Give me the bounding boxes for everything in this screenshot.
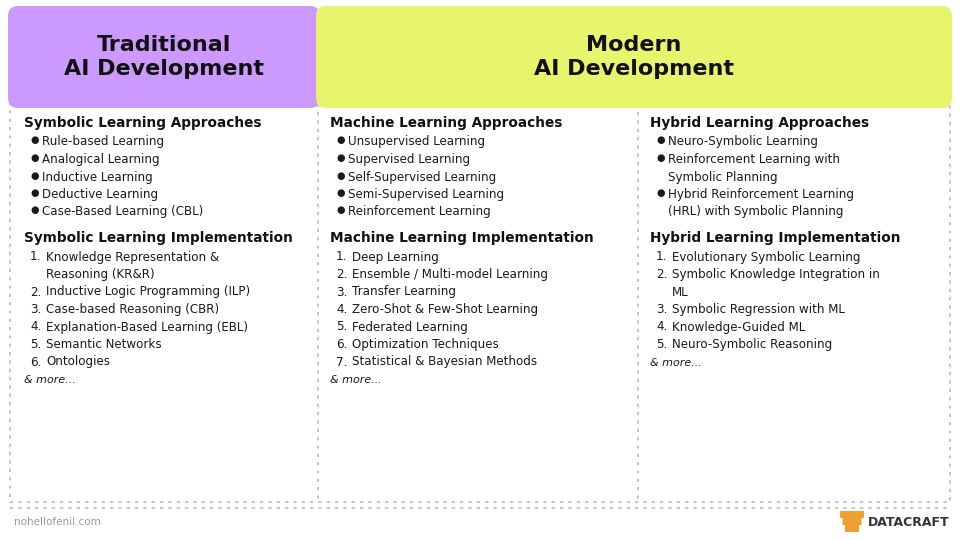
Text: Machine Learning Approaches: Machine Learning Approaches [330,116,563,130]
Text: Neuro-Symbolic Reasoning: Neuro-Symbolic Reasoning [672,338,832,351]
Text: Inductive Learning: Inductive Learning [42,171,153,184]
Text: Supervised Learning: Supervised Learning [348,153,470,166]
Text: Symbolic Knowledge Integration in: Symbolic Knowledge Integration in [672,268,880,281]
Text: Federated Learning: Federated Learning [352,321,468,334]
Text: 6.: 6. [30,355,41,368]
Text: ●: ● [336,206,345,215]
Text: 3.: 3. [656,303,667,316]
Text: Statistical & Bayesian Methods: Statistical & Bayesian Methods [352,355,538,368]
Text: ●: ● [336,171,345,180]
Text: ●: ● [656,136,664,145]
Text: DATACRAFT: DATACRAFT [868,516,949,529]
Text: Rule-based Learning: Rule-based Learning [42,136,164,148]
FancyBboxPatch shape [316,6,952,108]
Text: Hybrid Learning Implementation: Hybrid Learning Implementation [650,231,900,245]
Text: 2.: 2. [336,268,348,281]
Text: ●: ● [336,188,345,198]
Text: 3.: 3. [30,303,41,316]
Text: 3.: 3. [336,286,348,299]
Text: Ontologies: Ontologies [46,355,110,368]
Text: Case-based Reasoning (CBR): Case-based Reasoning (CBR) [46,303,219,316]
Text: Inductive Logic Programming (ILP): Inductive Logic Programming (ILP) [46,286,251,299]
Text: Explanation-Based Learning (EBL): Explanation-Based Learning (EBL) [46,321,248,334]
Text: Reasoning (KR&R): Reasoning (KR&R) [46,268,155,281]
Text: 1.: 1. [656,251,667,264]
Text: Case-Based Learning (CBL): Case-Based Learning (CBL) [42,206,204,219]
Text: nohellofenil.com: nohellofenil.com [14,517,101,527]
Text: Self-Supervised Learning: Self-Supervised Learning [348,171,496,184]
Text: ●: ● [656,188,664,198]
Text: Semi-Supervised Learning: Semi-Supervised Learning [348,188,504,201]
Text: 6.: 6. [336,338,348,351]
Text: (HRL) with Symbolic Planning: (HRL) with Symbolic Planning [668,206,844,219]
Text: Symbolic Regression with ML: Symbolic Regression with ML [672,303,845,316]
Text: & more...: & more... [330,375,382,385]
Text: Neuro-Symbolic Learning: Neuro-Symbolic Learning [668,136,818,148]
Text: Zero-Shot & Few-Shot Learning: Zero-Shot & Few-Shot Learning [352,303,539,316]
Text: 5.: 5. [30,338,41,351]
Text: Hybrid Reinforcement Learning: Hybrid Reinforcement Learning [668,188,854,201]
Text: 4.: 4. [336,303,348,316]
Text: 2.: 2. [30,286,41,299]
Text: Analogical Learning: Analogical Learning [42,153,159,166]
FancyBboxPatch shape [845,525,859,532]
Text: Traditional
AI Development: Traditional AI Development [64,35,264,79]
Text: Knowledge-Guided ML: Knowledge-Guided ML [672,321,805,334]
Text: 5.: 5. [336,321,348,334]
Text: 1.: 1. [336,251,348,264]
Text: Optimization Techniques: Optimization Techniques [352,338,499,351]
Text: Unsupervised Learning: Unsupervised Learning [348,136,485,148]
Text: Knowledge Representation &: Knowledge Representation & [46,251,219,264]
Text: Deep Learning: Deep Learning [352,251,439,264]
Text: 7.: 7. [336,355,348,368]
Text: Reinforcement Learning: Reinforcement Learning [348,206,491,219]
Text: 4.: 4. [656,321,667,334]
Text: ●: ● [30,136,38,145]
Text: Modern
AI Development: Modern AI Development [534,35,734,79]
Text: 4.: 4. [30,321,41,334]
Text: Reinforcement Learning with: Reinforcement Learning with [668,153,840,166]
Text: Semantic Networks: Semantic Networks [46,338,161,351]
FancyBboxPatch shape [840,511,864,518]
Text: Transfer Learning: Transfer Learning [352,286,456,299]
Text: ●: ● [30,206,38,215]
Text: ●: ● [30,188,38,198]
Text: & more...: & more... [650,357,702,368]
Text: ●: ● [336,153,345,163]
Text: 1.: 1. [30,251,41,264]
Text: ●: ● [336,136,345,145]
Text: Deductive Learning: Deductive Learning [42,188,158,201]
Text: Evolutionary Symbolic Learning: Evolutionary Symbolic Learning [672,251,860,264]
Text: & more...: & more... [24,375,76,385]
Text: Symbolic Learning Implementation: Symbolic Learning Implementation [24,231,293,245]
Text: 2.: 2. [656,268,667,281]
Text: Machine Learning Implementation: Machine Learning Implementation [330,231,593,245]
Text: ML: ML [672,286,688,299]
Text: ●: ● [30,171,38,180]
Text: Hybrid Learning Approaches: Hybrid Learning Approaches [650,116,869,130]
Text: Symbolic Learning Approaches: Symbolic Learning Approaches [24,116,261,130]
Text: ●: ● [656,153,664,163]
Text: 5.: 5. [656,338,667,351]
FancyBboxPatch shape [8,6,320,108]
Text: ●: ● [30,153,38,163]
Text: Symbolic Planning: Symbolic Planning [668,171,778,184]
FancyBboxPatch shape [843,518,861,525]
Text: Ensemble / Multi-model Learning: Ensemble / Multi-model Learning [352,268,548,281]
